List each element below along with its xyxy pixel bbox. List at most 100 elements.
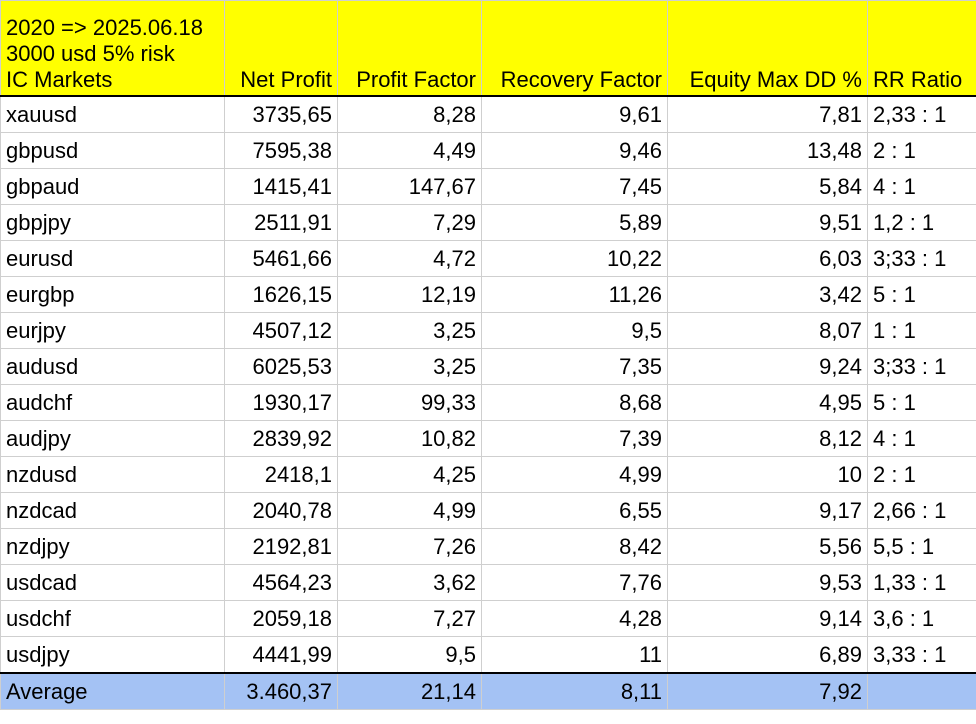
average-label[interactable]: Average bbox=[0, 672, 225, 710]
cell-pair[interactable]: nzdcad bbox=[0, 492, 225, 529]
cell-recovery-factor[interactable]: 7,76 bbox=[481, 564, 668, 601]
cell-recovery-factor[interactable]: 9,61 bbox=[481, 95, 668, 133]
cell-recovery-factor[interactable]: 9,5 bbox=[481, 312, 668, 349]
cell-profit-factor[interactable]: 3,62 bbox=[337, 564, 482, 601]
cell-equity-max-dd[interactable]: 8,07 bbox=[667, 312, 868, 349]
cell-pair[interactable]: usdcad bbox=[0, 564, 225, 601]
cell-net-profit[interactable]: 2192,81 bbox=[224, 528, 338, 565]
cell-recovery-factor[interactable]: 10,22 bbox=[481, 240, 668, 277]
cell-net-profit[interactable]: 2040,78 bbox=[224, 492, 338, 529]
cell-profit-factor[interactable]: 8,28 bbox=[337, 95, 482, 133]
cell-profit-factor[interactable]: 99,33 bbox=[337, 384, 482, 421]
cell-rr-ratio[interactable]: 3,33 : 1 bbox=[867, 636, 976, 674]
cell-pair[interactable]: eurjpy bbox=[0, 312, 225, 349]
average-profit-factor[interactable]: 21,14 bbox=[337, 672, 482, 710]
cell-profit-factor[interactable]: 4,99 bbox=[337, 492, 482, 529]
cell-profit-factor[interactable]: 7,26 bbox=[337, 528, 482, 565]
cell-profit-factor[interactable]: 3,25 bbox=[337, 348, 482, 385]
cell-recovery-factor[interactable]: 7,35 bbox=[481, 348, 668, 385]
cell-rr-ratio[interactable]: 2 : 1 bbox=[867, 456, 976, 493]
cell-pair[interactable]: nzdjpy bbox=[0, 528, 225, 565]
header-equity-max-dd[interactable]: Equity Max DD % bbox=[667, 0, 868, 97]
cell-recovery-factor[interactable]: 11 bbox=[481, 636, 668, 674]
cell-net-profit[interactable]: 2059,18 bbox=[224, 600, 338, 637]
average-equity-max-dd[interactable]: 7,92 bbox=[667, 672, 868, 710]
cell-profit-factor[interactable]: 147,67 bbox=[337, 168, 482, 205]
cell-net-profit[interactable]: 1626,15 bbox=[224, 276, 338, 313]
cell-pair[interactable]: usdjpy bbox=[0, 636, 225, 674]
cell-pair[interactable]: gbpjpy bbox=[0, 204, 225, 241]
cell-profit-factor[interactable]: 12,19 bbox=[337, 276, 482, 313]
header-profit-factor[interactable]: Profit Factor bbox=[337, 0, 482, 97]
cell-net-profit[interactable]: 4564,23 bbox=[224, 564, 338, 601]
cell-equity-max-dd[interactable]: 8,12 bbox=[667, 420, 868, 457]
header-recovery-factor[interactable]: Recovery Factor bbox=[481, 0, 668, 97]
cell-pair[interactable]: nzdusd bbox=[0, 456, 225, 493]
cell-recovery-factor[interactable]: 8,42 bbox=[481, 528, 668, 565]
cell-equity-max-dd[interactable]: 9,24 bbox=[667, 348, 868, 385]
cell-rr-ratio[interactable]: 1,33 : 1 bbox=[867, 564, 976, 601]
cell-rr-ratio[interactable]: 5 : 1 bbox=[867, 276, 976, 313]
cell-rr-ratio[interactable]: 5,5 : 1 bbox=[867, 528, 976, 565]
cell-net-profit[interactable]: 1415,41 bbox=[224, 168, 338, 205]
average-net-profit[interactable]: 3.460,37 bbox=[224, 672, 338, 710]
cell-pair[interactable]: xauusd bbox=[0, 95, 225, 133]
cell-pair[interactable]: audchf bbox=[0, 384, 225, 421]
cell-profit-factor[interactable]: 7,27 bbox=[337, 600, 482, 637]
average-rr-ratio[interactable] bbox=[867, 672, 976, 710]
cell-rr-ratio[interactable]: 1,2 : 1 bbox=[867, 204, 976, 241]
info-cell[interactable]: 2020 => 2025.06.18 3000 usd 5% risk IC M… bbox=[0, 0, 225, 97]
cell-net-profit[interactable]: 4507,12 bbox=[224, 312, 338, 349]
cell-recovery-factor[interactable]: 7,45 bbox=[481, 168, 668, 205]
header-net-profit[interactable]: Net Profit bbox=[224, 0, 338, 97]
cell-net-profit[interactable]: 2511,91 bbox=[224, 204, 338, 241]
cell-profit-factor[interactable]: 3,25 bbox=[337, 312, 482, 349]
cell-profit-factor[interactable]: 4,25 bbox=[337, 456, 482, 493]
cell-net-profit[interactable]: 6025,53 bbox=[224, 348, 338, 385]
cell-equity-max-dd[interactable]: 4,95 bbox=[667, 384, 868, 421]
cell-profit-factor[interactable]: 4,72 bbox=[337, 240, 482, 277]
cell-equity-max-dd[interactable]: 13,48 bbox=[667, 132, 868, 169]
cell-recovery-factor[interactable]: 11,26 bbox=[481, 276, 668, 313]
cell-pair[interactable]: audusd bbox=[0, 348, 225, 385]
cell-rr-ratio[interactable]: 3;33 : 1 bbox=[867, 348, 976, 385]
cell-recovery-factor[interactable]: 8,68 bbox=[481, 384, 668, 421]
cell-profit-factor[interactable]: 7,29 bbox=[337, 204, 482, 241]
cell-recovery-factor[interactable]: 4,28 bbox=[481, 600, 668, 637]
cell-profit-factor[interactable]: 10,82 bbox=[337, 420, 482, 457]
average-recovery-factor[interactable]: 8,11 bbox=[481, 672, 668, 710]
cell-equity-max-dd[interactable]: 9,53 bbox=[667, 564, 868, 601]
cell-pair[interactable]: gbpusd bbox=[0, 132, 225, 169]
cell-net-profit[interactable]: 7595,38 bbox=[224, 132, 338, 169]
cell-rr-ratio[interactable]: 1 : 1 bbox=[867, 312, 976, 349]
cell-equity-max-dd[interactable]: 9,51 bbox=[667, 204, 868, 241]
cell-profit-factor[interactable]: 9,5 bbox=[337, 636, 482, 674]
cell-net-profit[interactable]: 3735,65 bbox=[224, 95, 338, 133]
cell-rr-ratio[interactable]: 5 : 1 bbox=[867, 384, 976, 421]
cell-equity-max-dd[interactable]: 9,17 bbox=[667, 492, 868, 529]
cell-rr-ratio[interactable]: 2,66 : 1 bbox=[867, 492, 976, 529]
cell-equity-max-dd[interactable]: 6,89 bbox=[667, 636, 868, 674]
cell-recovery-factor[interactable]: 5,89 bbox=[481, 204, 668, 241]
cell-pair[interactable]: eurusd bbox=[0, 240, 225, 277]
cell-pair[interactable]: usdchf bbox=[0, 600, 225, 637]
cell-rr-ratio[interactable]: 2,33 : 1 bbox=[867, 95, 976, 133]
cell-net-profit[interactable]: 1930,17 bbox=[224, 384, 338, 421]
header-rr-ratio[interactable]: RR Ratio bbox=[867, 0, 976, 97]
cell-rr-ratio[interactable]: 3;33 : 1 bbox=[867, 240, 976, 277]
cell-equity-max-dd[interactable]: 3,42 bbox=[667, 276, 868, 313]
cell-pair[interactable]: audjpy bbox=[0, 420, 225, 457]
cell-equity-max-dd[interactable]: 5,56 bbox=[667, 528, 868, 565]
cell-rr-ratio[interactable]: 4 : 1 bbox=[867, 420, 976, 457]
cell-rr-ratio[interactable]: 4 : 1 bbox=[867, 168, 976, 205]
cell-equity-max-dd[interactable]: 7,81 bbox=[667, 95, 868, 133]
cell-equity-max-dd[interactable]: 5,84 bbox=[667, 168, 868, 205]
cell-net-profit[interactable]: 2418,1 bbox=[224, 456, 338, 493]
cell-net-profit[interactable]: 2839,92 bbox=[224, 420, 338, 457]
cell-net-profit[interactable]: 4441,99 bbox=[224, 636, 338, 674]
cell-recovery-factor[interactable]: 6,55 bbox=[481, 492, 668, 529]
cell-recovery-factor[interactable]: 9,46 bbox=[481, 132, 668, 169]
cell-pair[interactable]: eurgbp bbox=[0, 276, 225, 313]
cell-net-profit[interactable]: 5461,66 bbox=[224, 240, 338, 277]
cell-equity-max-dd[interactable]: 9,14 bbox=[667, 600, 868, 637]
